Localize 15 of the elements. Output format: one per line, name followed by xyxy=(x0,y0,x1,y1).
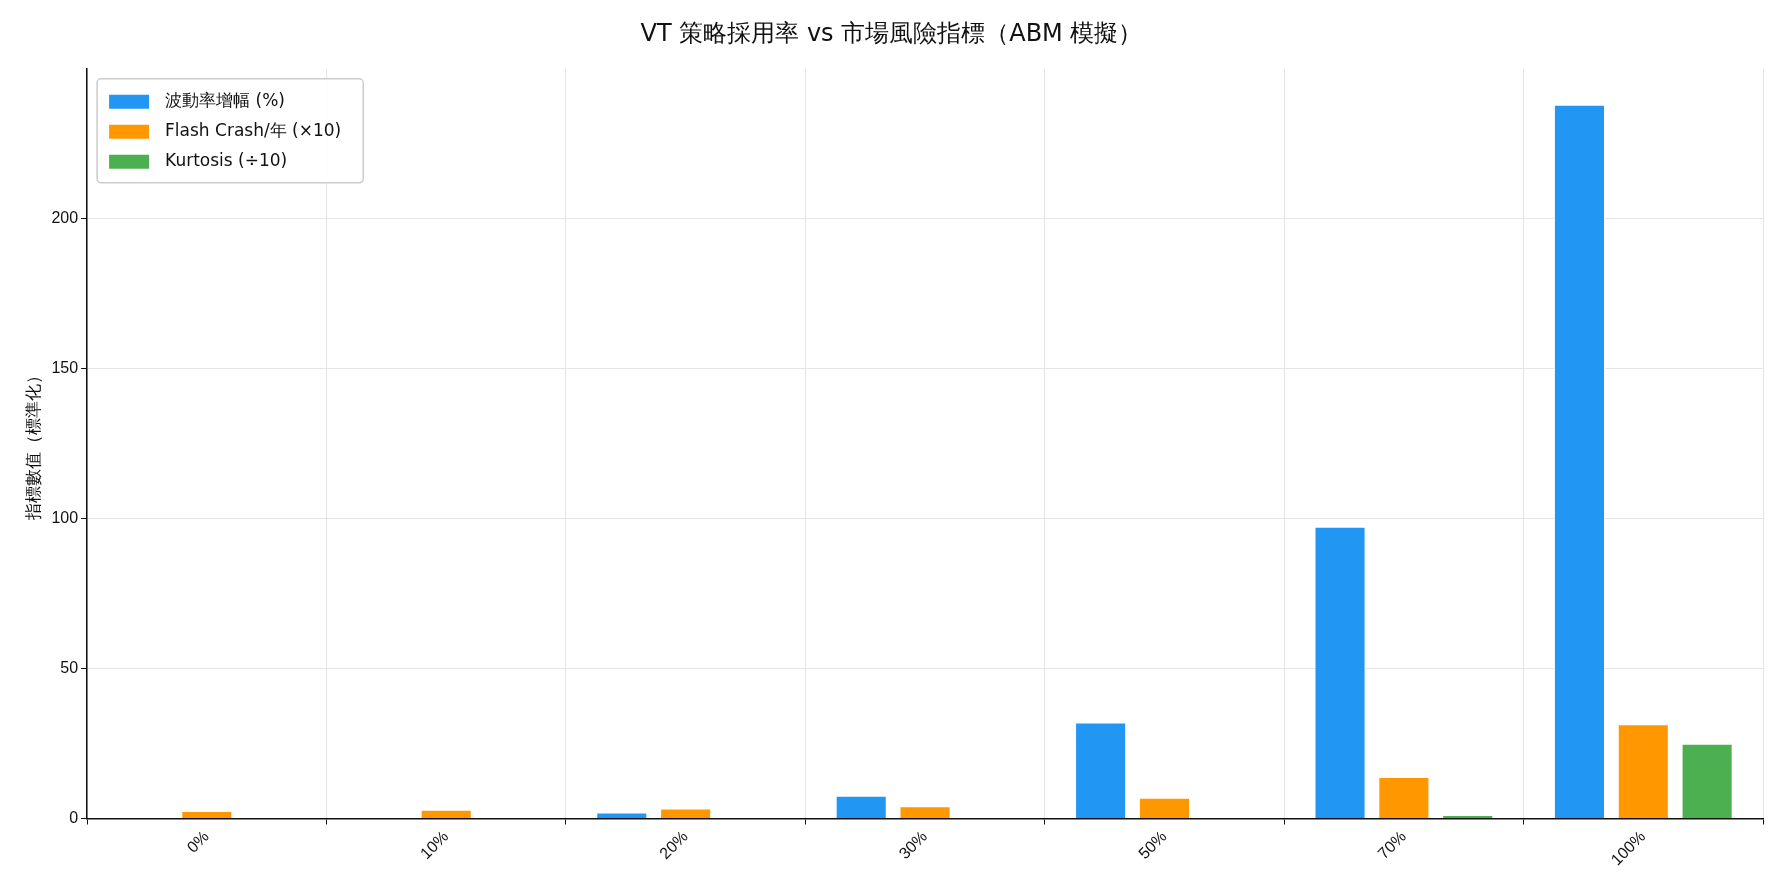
y-tick-label: 150 xyxy=(51,359,79,377)
x-tick-label: 30% xyxy=(895,827,931,863)
x-tick-label: 50% xyxy=(1135,827,1170,863)
chart-title: VT 策略採用率 vs 市場風險指標（ABM 模擬） xyxy=(640,18,1143,47)
x-tick-label: 70% xyxy=(1374,827,1410,863)
y-tick-label: 100 xyxy=(51,509,79,527)
x-tick-label: 10% xyxy=(416,827,452,863)
legend-label: 波動率增幅 (%) xyxy=(165,90,285,111)
legend-label: Kurtosis (÷10) xyxy=(165,150,288,171)
legend-label: Flash Crash/年 (×10) xyxy=(165,120,342,141)
y-tick-label: 200 xyxy=(51,209,79,227)
y-axis-title: 指標數值（標準化） xyxy=(23,367,43,522)
y-tick-label: 50 xyxy=(60,658,79,676)
x-tick-label: 0% xyxy=(183,827,213,856)
y-tick-label: 0 xyxy=(69,808,79,826)
